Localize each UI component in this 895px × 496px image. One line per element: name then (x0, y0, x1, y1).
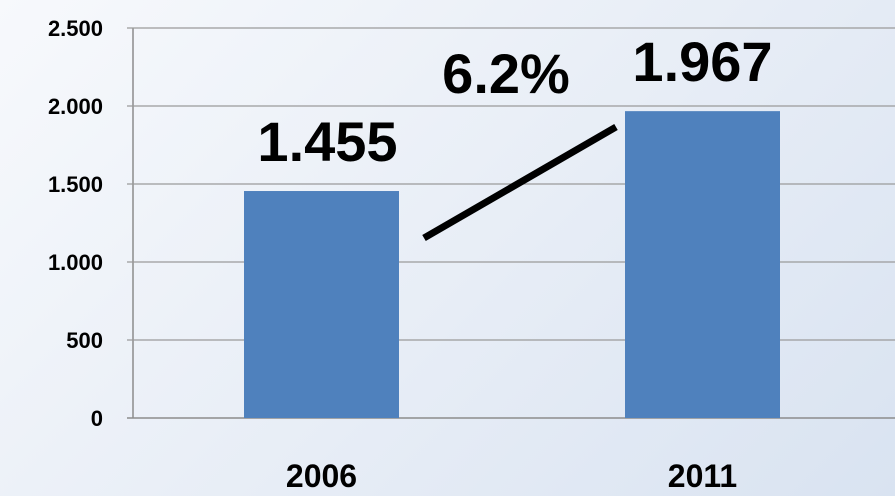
y-tick-label: 2.000 (48, 94, 103, 119)
y-tick-label: 1.000 (48, 250, 103, 275)
y-tick-label: 500 (66, 328, 103, 353)
bars (244, 111, 780, 418)
growth-annotation: 6.2% (442, 42, 570, 105)
bar-2011 (625, 111, 780, 418)
x-category-label: 2006 (286, 458, 357, 494)
x-axis-categories: 2006 2011 (286, 458, 737, 494)
y-tick-label: 2.500 (48, 16, 103, 41)
data-label: 1.455 (257, 110, 397, 173)
y-tick-label: 1.500 (48, 172, 103, 197)
growth-arrow-line (422, 123, 618, 242)
y-axis-ticks: 0 500 1.000 1.500 2.000 2.500 (48, 16, 103, 431)
data-labels: 1.455 1.967 (257, 30, 772, 173)
data-label: 1.967 (632, 30, 772, 93)
bar-2006 (244, 191, 399, 418)
x-category-label: 2011 (668, 458, 737, 494)
y-tick-label: 0 (91, 406, 103, 431)
